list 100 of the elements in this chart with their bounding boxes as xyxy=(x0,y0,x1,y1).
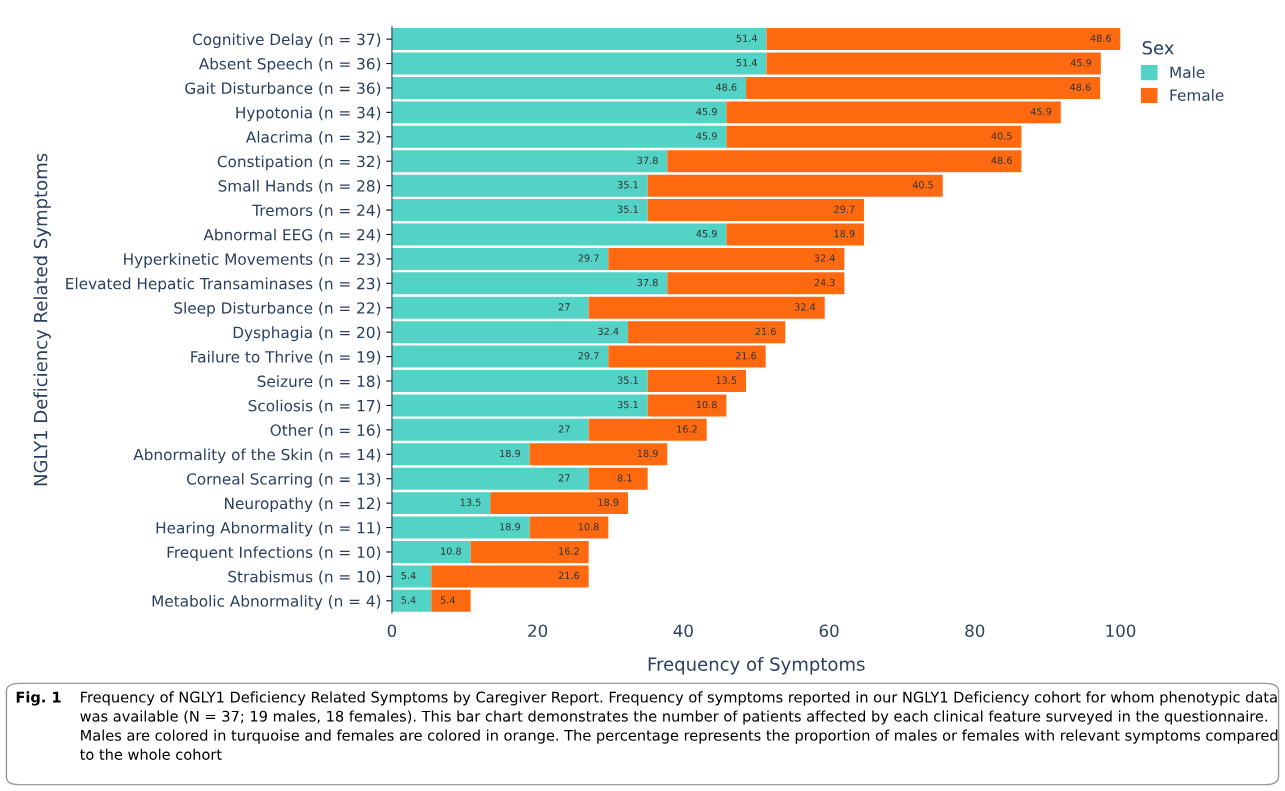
bar xyxy=(431,565,589,588)
y-tick-label: Metabolic Abnormality (n = 4) xyxy=(152,595,381,610)
data-label: 32.4 xyxy=(814,254,835,262)
bar xyxy=(529,443,668,466)
data-label: 8.1 xyxy=(617,474,632,482)
y-tick-label: Cognitive Delay (n = 37) xyxy=(192,33,381,49)
x-tick-label: 100 xyxy=(1106,624,1136,638)
bar xyxy=(391,467,589,490)
bar xyxy=(391,418,589,441)
bar xyxy=(766,52,1101,75)
bar xyxy=(391,247,609,270)
bar xyxy=(391,174,648,197)
y-tick-label: Gait Disturbance (n = 36) xyxy=(185,82,381,96)
data-label: 45.9 xyxy=(696,229,717,238)
bar xyxy=(647,370,747,392)
data-label: 27 xyxy=(558,425,570,433)
data-label: 27 xyxy=(558,303,570,311)
bar xyxy=(391,589,432,612)
bar xyxy=(391,52,767,75)
data-label: 40.5 xyxy=(912,181,933,189)
y-tick-label: Sleep Disturbance (n = 22) xyxy=(174,301,381,317)
data-label: 21.6 xyxy=(558,571,580,580)
y-tick-label: Failure to Thrive (n = 19) xyxy=(191,350,381,365)
bar xyxy=(391,76,747,99)
y-tick-label: Other (n = 16) xyxy=(270,424,381,438)
y-tick-label: Absent Speech (n = 36) xyxy=(198,57,381,73)
data-label: 35.1 xyxy=(617,205,638,213)
data-label: 10.8 xyxy=(696,400,717,409)
bar xyxy=(391,345,609,368)
bar xyxy=(391,516,530,539)
y-tick-label: Small Hands (n = 28) xyxy=(218,179,381,194)
bar xyxy=(766,28,1121,51)
data-label: 45.9 xyxy=(1070,58,1092,67)
y-tick-label: Corneal Scarring (n = 13) xyxy=(187,472,381,488)
bar xyxy=(726,101,1061,124)
y-axis-title: NGLY1 Deficiency Related Symptoms xyxy=(33,153,51,486)
data-label: 18.9 xyxy=(500,523,521,531)
data-label: 35.1 xyxy=(617,376,638,384)
data-label: 37.8 xyxy=(637,156,658,165)
data-label: 48.6 xyxy=(715,83,737,91)
y-tick-label: Tremors (n = 24) xyxy=(252,204,381,218)
data-label: 5.4 xyxy=(401,596,416,604)
data-label: 45.9 xyxy=(1030,107,1052,116)
bar xyxy=(726,223,865,246)
x-tick-label: 40 xyxy=(673,624,693,638)
bar xyxy=(490,492,628,515)
data-label: 21.6 xyxy=(735,352,757,360)
data-label: 35.1 xyxy=(617,181,638,189)
data-label: 18.9 xyxy=(500,449,521,458)
data-label: 35.1 xyxy=(617,400,638,409)
data-label: 18.9 xyxy=(637,449,658,458)
x-tick-label: 0 xyxy=(387,624,397,638)
data-label: 16.2 xyxy=(677,425,697,433)
data-label: 10.8 xyxy=(441,547,462,555)
bar xyxy=(391,28,767,51)
data-label: 21.6 xyxy=(755,327,776,335)
bar xyxy=(391,223,727,246)
data-label: 5.4 xyxy=(401,571,416,580)
x-axis-title: Frequency of Symptoms xyxy=(648,656,865,675)
bar xyxy=(608,247,845,270)
bar xyxy=(746,76,1101,99)
bar xyxy=(667,150,1022,173)
bar xyxy=(391,370,648,392)
bar xyxy=(391,101,727,124)
bar xyxy=(627,321,786,344)
y-tick-label: Hearing Abnormality (n = 11) xyxy=(156,521,381,537)
y-tick-label: Constipation (n = 32) xyxy=(217,155,381,171)
bar xyxy=(391,492,491,515)
data-label: 45.9 xyxy=(696,132,717,140)
data-label: 24.3 xyxy=(814,278,835,287)
data-label: 32.4 xyxy=(794,303,816,311)
data-label: 32.4 xyxy=(598,327,619,335)
x-tick-label: 60 xyxy=(819,624,839,638)
x-tick-label: 20 xyxy=(528,624,548,638)
data-label: 16.2 xyxy=(559,547,579,555)
y-tick-label: Elevated Hepatic Transaminases (n = 23) xyxy=(66,277,381,293)
y-tick-label: Hyperkinetic Movements (n = 23) xyxy=(124,253,381,268)
data-label: 29.7 xyxy=(578,254,599,262)
data-label: 27 xyxy=(558,474,570,482)
bar xyxy=(391,443,530,466)
bar xyxy=(391,272,668,295)
bar xyxy=(726,125,1022,148)
bar xyxy=(588,467,648,490)
bar xyxy=(470,540,589,563)
y-tick-label: Strabismus (n = 10) xyxy=(228,570,381,585)
data-label: 51.4 xyxy=(736,59,757,67)
legend-label: Female xyxy=(1170,89,1224,101)
data-label: 18.9 xyxy=(598,498,619,506)
bar xyxy=(588,418,707,441)
bar xyxy=(391,321,628,344)
data-label: 48.6 xyxy=(1070,83,1091,91)
bar xyxy=(391,540,471,563)
bar xyxy=(391,125,727,148)
data-label: 37.8 xyxy=(637,278,658,287)
data-label: 29.7 xyxy=(834,205,855,213)
data-label: 10.8 xyxy=(578,523,599,531)
bar xyxy=(431,589,471,612)
bar xyxy=(391,394,648,417)
data-label: 18.9 xyxy=(834,229,855,238)
bar xyxy=(391,199,648,222)
